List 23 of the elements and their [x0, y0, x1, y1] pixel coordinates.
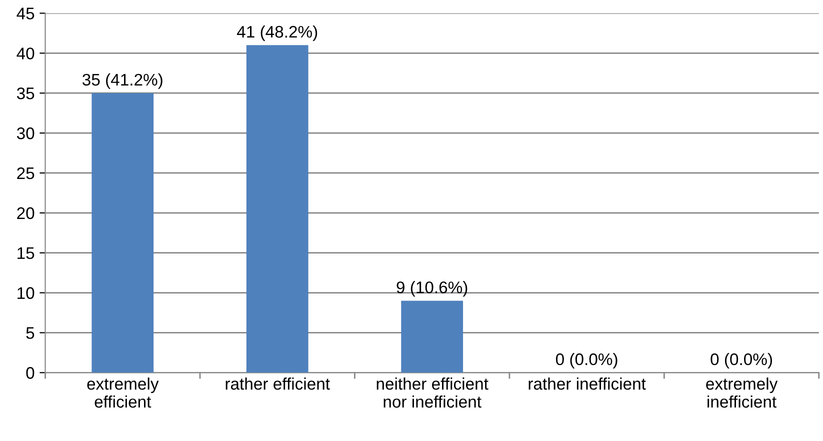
x-tick-label: extremely efficient: [87, 378, 159, 408]
y-tick-label: 20: [17, 207, 34, 220]
data-label: 0 (0.0%): [556, 352, 618, 368]
y-tick-label: 5: [26, 327, 34, 339]
y-tick-label: 25: [17, 167, 34, 180]
x-tick-label: rather efficient: [226, 378, 330, 390]
y-tick-label: 30: [16, 127, 34, 140]
y-tick-label: 35: [16, 88, 34, 100]
x-tick-label: neither efficient nor inefficient: [376, 378, 488, 408]
bar: [92, 93, 154, 373]
y-tick-label: 40: [16, 48, 34, 60]
data-label: 0 (0.0%): [710, 352, 772, 368]
y-tick-label: 45: [16, 8, 34, 20]
data-label: 35 (41.2%): [82, 73, 162, 89]
y-tick-label: 15: [18, 247, 34, 260]
data-label: 41 (48.2%): [236, 25, 318, 42]
x-tick-label: extremely inefficient: [706, 378, 778, 408]
data-label: 9 (10.6%): [396, 281, 468, 297]
y-tick-label: 10: [18, 287, 34, 299]
y-tick-label: 0: [26, 367, 34, 379]
bar: [401, 300, 464, 373]
x-tick-label: rather inefficient: [528, 378, 646, 390]
bar: [246, 45, 308, 373]
